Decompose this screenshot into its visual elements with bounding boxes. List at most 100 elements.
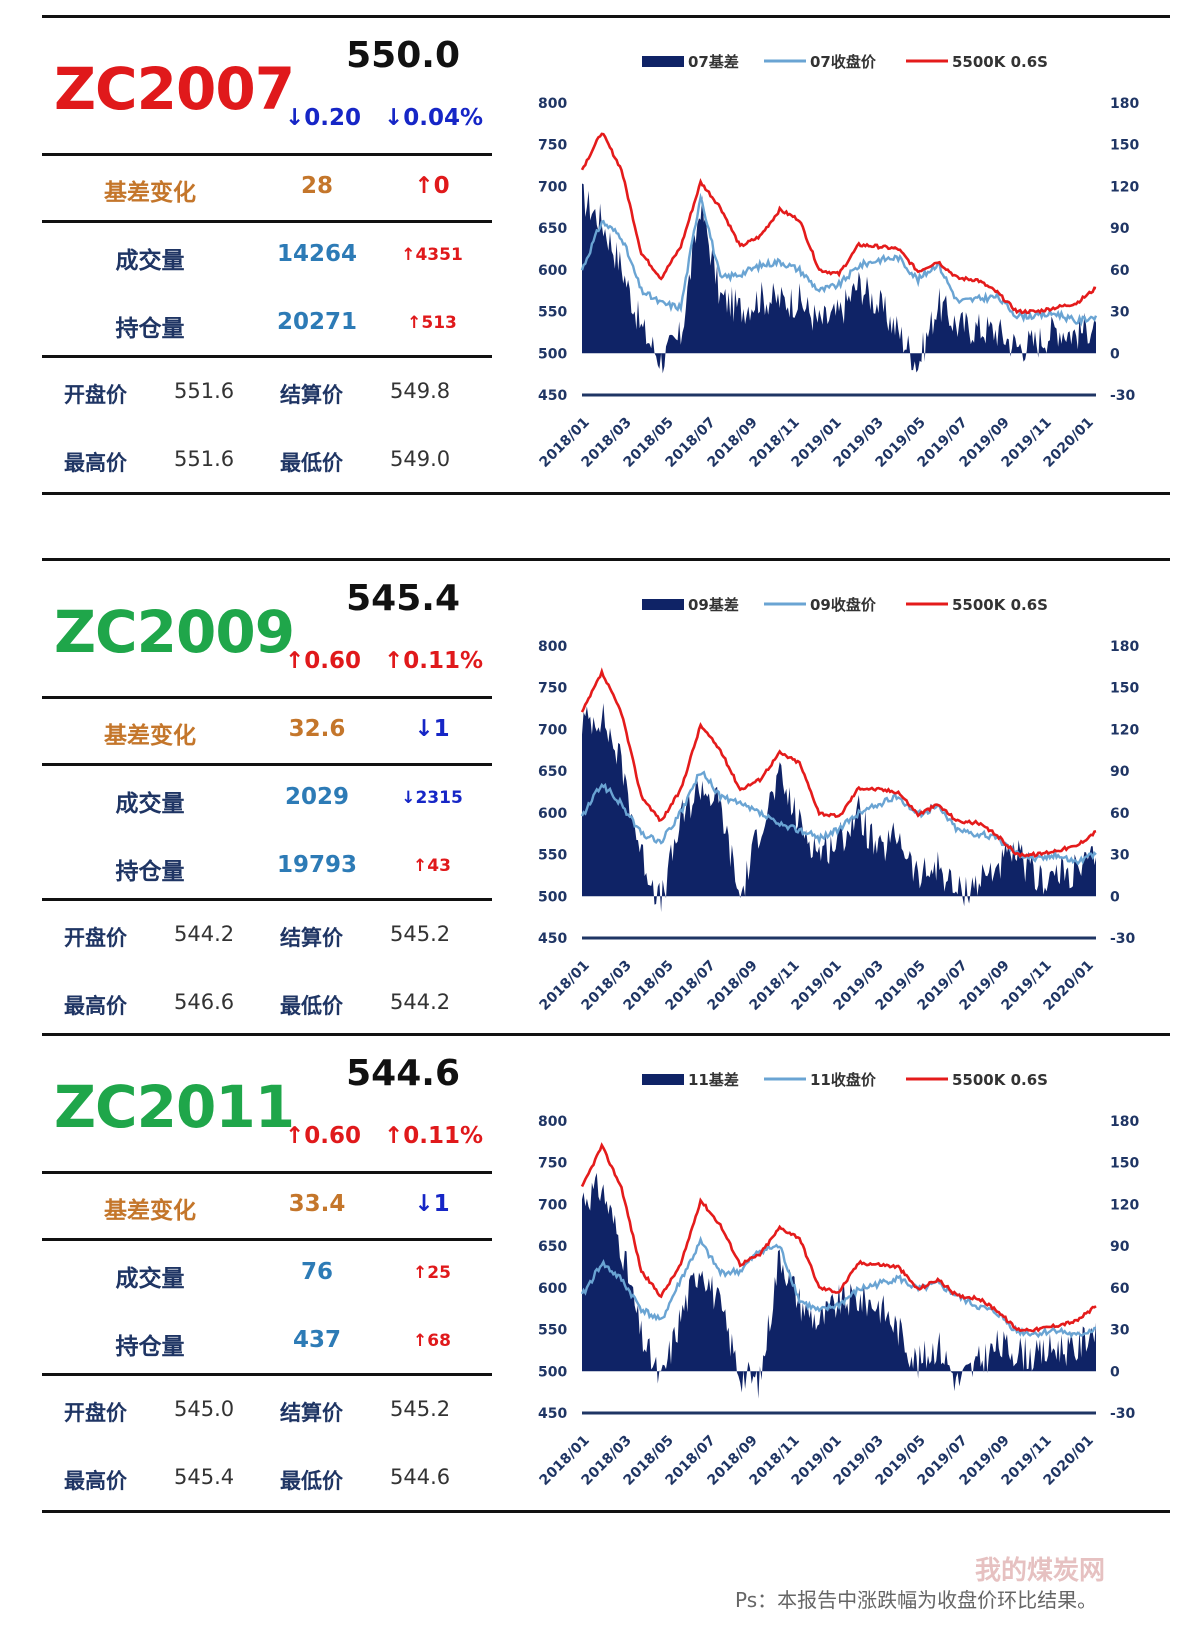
- last-price: 544.6: [346, 1053, 460, 1094]
- y-right-tick: 150: [1110, 1156, 1139, 1172]
- y-left-tick: 800: [538, 1114, 567, 1130]
- y-right-tick: 120: [1110, 1197, 1139, 1213]
- volume-label: 成交量: [115, 1266, 185, 1292]
- y-right-tick: -30: [1110, 931, 1136, 947]
- basis-change-value: 28: [300, 173, 333, 199]
- y-right-tick: 90: [1110, 764, 1130, 780]
- basis-change-value: 33.4: [288, 1191, 346, 1217]
- footnote: Ps：本报告中涨跌幅为收盘价环比结果。: [735, 1588, 1098, 1612]
- basis-change-delta: ↓1: [414, 1191, 450, 1217]
- legend-swatch: [642, 599, 684, 610]
- divider: [42, 763, 492, 766]
- open-value: 545.0: [174, 1397, 235, 1421]
- spot-price-line: [580, 1142, 1097, 1333]
- top-rule: [42, 15, 1170, 18]
- legend-swatch: [642, 56, 684, 67]
- open-interest-delta: ↑68: [413, 1331, 451, 1351]
- volume-label: 成交量: [115, 791, 185, 817]
- last-price: 545.4: [346, 578, 460, 619]
- spot-price-line: [580, 667, 1097, 859]
- divider: [42, 1238, 492, 1241]
- divider: [42, 696, 492, 699]
- open-interest-label: 持仓量: [115, 316, 185, 342]
- y-left-tick: 750: [538, 681, 567, 697]
- contract-code: ZC2009: [54, 598, 295, 666]
- y-right-tick: 120: [1110, 179, 1139, 195]
- divider: [42, 1171, 492, 1174]
- high-label: 最高价: [64, 994, 127, 1018]
- high-value: 551.6: [174, 447, 235, 471]
- y-left-tick: 450: [538, 931, 567, 947]
- low-label: 最低价: [280, 994, 343, 1018]
- y-right-tick: 180: [1110, 639, 1139, 655]
- settle-value: 549.8: [390, 379, 451, 403]
- y-right-tick: 0: [1110, 889, 1120, 905]
- y-left-tick: 650: [538, 221, 567, 237]
- basis-area: [582, 703, 1096, 913]
- legend-label: 11收盘价: [810, 1071, 877, 1089]
- top-rule: [42, 558, 1170, 561]
- y-left-tick: 500: [538, 346, 567, 362]
- volume-label: 成交量: [115, 248, 185, 274]
- open-interest-value: 20271: [276, 309, 358, 335]
- divider: [42, 1373, 492, 1376]
- settle-value: 545.2: [390, 1397, 451, 1421]
- high-label: 最高价: [64, 1469, 127, 1493]
- volume-delta: ↓2315: [401, 788, 463, 808]
- y-right-tick: 90: [1110, 221, 1130, 237]
- chart-legend: 09基差 09收盘价 5500K 0.6S: [642, 596, 1048, 614]
- basis-chart: 11基差 11收盘价 5500K 0.6S 450 500 550 600 650 700 750…: [496, 1049, 1166, 1519]
- y-left-tick: 550: [538, 305, 567, 321]
- divider: [42, 355, 492, 358]
- legend-label: 07基差: [688, 53, 739, 71]
- y-right-tick: 60: [1110, 1281, 1130, 1297]
- settle-label: 结算价: [280, 926, 343, 950]
- y-right-tick: 90: [1110, 1239, 1130, 1255]
- high-value: 546.6: [174, 990, 235, 1014]
- last-price: 550.0: [346, 35, 460, 76]
- volume-value: 14264: [276, 241, 358, 267]
- y-right-tick: 120: [1110, 722, 1139, 738]
- y-right-tick: 0: [1110, 1364, 1120, 1380]
- low-value: 544.2: [390, 990, 451, 1014]
- y-left-tick: 450: [538, 388, 567, 404]
- y-left-tick: 500: [538, 889, 567, 905]
- open-value: 551.6: [174, 379, 235, 403]
- basis-change-label: 基差变化: [104, 723, 196, 749]
- open-interest-value: 19793: [276, 852, 358, 878]
- contract-panel-zc2011: ZC2011 544.6 ↑0.60 ↑0.11% 基差变化 33.4 ↓1 成…: [42, 1033, 1170, 1513]
- low-value: 544.6: [390, 1465, 451, 1489]
- basis-change-label: 基差变化: [104, 180, 196, 206]
- volume-value: 76: [300, 1259, 333, 1285]
- y-right-tick: 180: [1110, 96, 1139, 112]
- open-label: 开盘价: [64, 926, 127, 950]
- y-left-tick: 550: [538, 848, 567, 864]
- top-rule: [42, 1033, 1170, 1036]
- y-left-tick: 750: [538, 1156, 567, 1172]
- y-left-tick: 700: [538, 1197, 567, 1213]
- legend-label: 5500K 0.6S: [952, 1071, 1048, 1089]
- divider: [42, 898, 492, 901]
- close-price-line: [580, 192, 1098, 327]
- settle-label: 结算价: [280, 1401, 343, 1425]
- y-right-tick: 180: [1110, 1114, 1139, 1130]
- low-label: 最低价: [280, 1469, 343, 1493]
- y-left-tick: 600: [538, 263, 567, 279]
- y-left-tick: 700: [538, 179, 567, 195]
- percent-change: ↑0.11%: [384, 1123, 484, 1149]
- high-label: 最高价: [64, 451, 127, 475]
- chart-legend: 11基差 11收盘价 5500K 0.6S: [642, 1071, 1048, 1089]
- volume-delta: ↑4351: [401, 245, 463, 265]
- open-label: 开盘价: [64, 1401, 127, 1425]
- y-left-tick: 700: [538, 722, 567, 738]
- y-right-tick: 60: [1110, 806, 1130, 822]
- contract-code: ZC2011: [54, 1073, 295, 1141]
- open-interest-delta: ↑513: [407, 313, 457, 333]
- y-left-tick: 800: [538, 639, 567, 655]
- y-right-tick: 0: [1110, 346, 1120, 362]
- settle-value: 545.2: [390, 922, 451, 946]
- close-price-line: [580, 770, 1097, 866]
- settle-label: 结算价: [280, 383, 343, 407]
- open-interest-label: 持仓量: [115, 1334, 185, 1360]
- y-right-tick: 150: [1110, 681, 1139, 697]
